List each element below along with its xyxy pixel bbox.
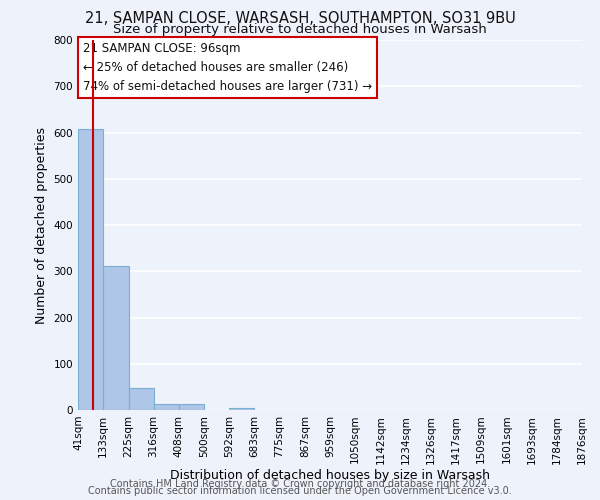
Bar	[154, 404, 179, 410]
Text: Contains public sector information licensed under the Open Government Licence v3: Contains public sector information licen…	[88, 486, 512, 496]
Bar	[103, 266, 128, 410]
Bar	[78, 130, 103, 410]
Text: Size of property relative to detached houses in Warsash: Size of property relative to detached ho…	[113, 22, 487, 36]
Bar	[179, 404, 204, 410]
Text: 21 SAMPAN CLOSE: 96sqm
← 25% of detached houses are smaller (246)
74% of semi-de: 21 SAMPAN CLOSE: 96sqm ← 25% of detached…	[83, 42, 372, 93]
Bar	[229, 408, 254, 410]
Y-axis label: Number of detached properties: Number of detached properties	[35, 126, 48, 324]
X-axis label: Distribution of detached houses by size in Warsash: Distribution of detached houses by size …	[170, 469, 490, 482]
Bar	[128, 388, 154, 410]
Text: Contains HM Land Registry data © Crown copyright and database right 2024.: Contains HM Land Registry data © Crown c…	[110, 479, 490, 489]
Text: 21, SAMPAN CLOSE, WARSASH, SOUTHAMPTON, SO31 9BU: 21, SAMPAN CLOSE, WARSASH, SOUTHAMPTON, …	[85, 11, 515, 26]
